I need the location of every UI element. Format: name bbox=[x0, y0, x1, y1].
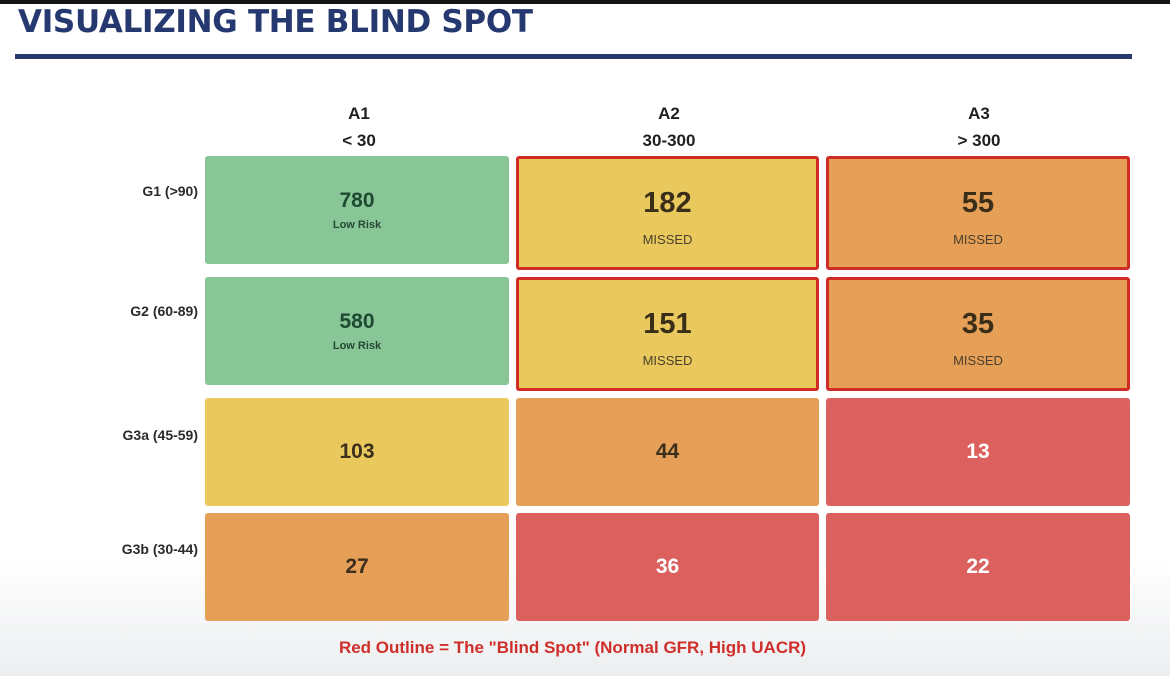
cell-g3b-a2: 36 bbox=[516, 513, 819, 621]
cell-g3b-a1: 27 bbox=[205, 513, 509, 621]
cell-g1-a2: 182 MISSED bbox=[516, 156, 819, 270]
cell-g3b-a3: 22 bbox=[826, 513, 1130, 621]
cell-value: 36 bbox=[655, 555, 680, 578]
cell-note: MISSED bbox=[642, 232, 693, 247]
row-header-g2: G2 (60-89) bbox=[130, 303, 198, 319]
cell-value: 780 bbox=[339, 189, 375, 212]
page-title: VISUALIZING THE BLIND SPOT bbox=[18, 4, 533, 40]
cell-note: Low Risk bbox=[332, 340, 382, 352]
column-header-a1: A1 < 30 bbox=[204, 100, 514, 154]
column-name: A3 bbox=[968, 104, 990, 123]
column-range: > 300 bbox=[957, 131, 1001, 150]
cell-g1-a1: 780 Low Risk bbox=[205, 156, 509, 264]
cell-g3a-a1: 103 bbox=[205, 398, 509, 506]
cell-note: MISSED bbox=[953, 232, 1003, 247]
cell-g3a-a2: 44 bbox=[516, 398, 819, 506]
cell-value: 55 bbox=[961, 187, 995, 219]
column-name: A2 bbox=[658, 104, 680, 123]
cell-g3a-a3: 13 bbox=[826, 398, 1130, 506]
row-header-g3a: G3a (45-59) bbox=[122, 427, 198, 443]
cell-value: 151 bbox=[643, 308, 692, 340]
column-header-a2: A2 30-300 bbox=[514, 100, 824, 154]
cell-value: 35 bbox=[961, 308, 995, 340]
cell-value: 580 bbox=[339, 310, 375, 333]
cell-note: MISSED bbox=[642, 353, 693, 368]
cell-value: 182 bbox=[643, 187, 692, 219]
legend-caption: Red Outline = The "Blind Spot" (Normal G… bbox=[338, 638, 807, 657]
top-edge-strip bbox=[0, 0, 1170, 4]
cell-note: MISSED bbox=[953, 353, 1003, 368]
cell-value: 44 bbox=[655, 440, 680, 463]
row-header-g3b: G3b (30-44) bbox=[121, 541, 198, 557]
column-header-a3: A3 > 300 bbox=[824, 100, 1134, 154]
column-range: < 30 bbox=[342, 131, 376, 150]
cell-g2-a2: 151 MISSED bbox=[516, 277, 819, 391]
row-header-g1: G1 (>90) bbox=[142, 183, 198, 199]
cell-value: 103 bbox=[339, 440, 375, 463]
cell-value: 27 bbox=[345, 555, 369, 578]
cell-g1-a3: 55 MISSED bbox=[826, 156, 1130, 270]
title-underline bbox=[15, 54, 1132, 59]
cell-g2-a3: 35 MISSED bbox=[826, 277, 1130, 391]
cell-g2-a1: 580 Low Risk bbox=[205, 277, 509, 385]
column-name: A1 bbox=[348, 104, 370, 123]
column-range: 30-300 bbox=[642, 131, 696, 150]
cell-value: 22 bbox=[966, 555, 990, 578]
cell-value: 13 bbox=[966, 440, 990, 463]
cell-note: Low Risk bbox=[332, 219, 382, 231]
